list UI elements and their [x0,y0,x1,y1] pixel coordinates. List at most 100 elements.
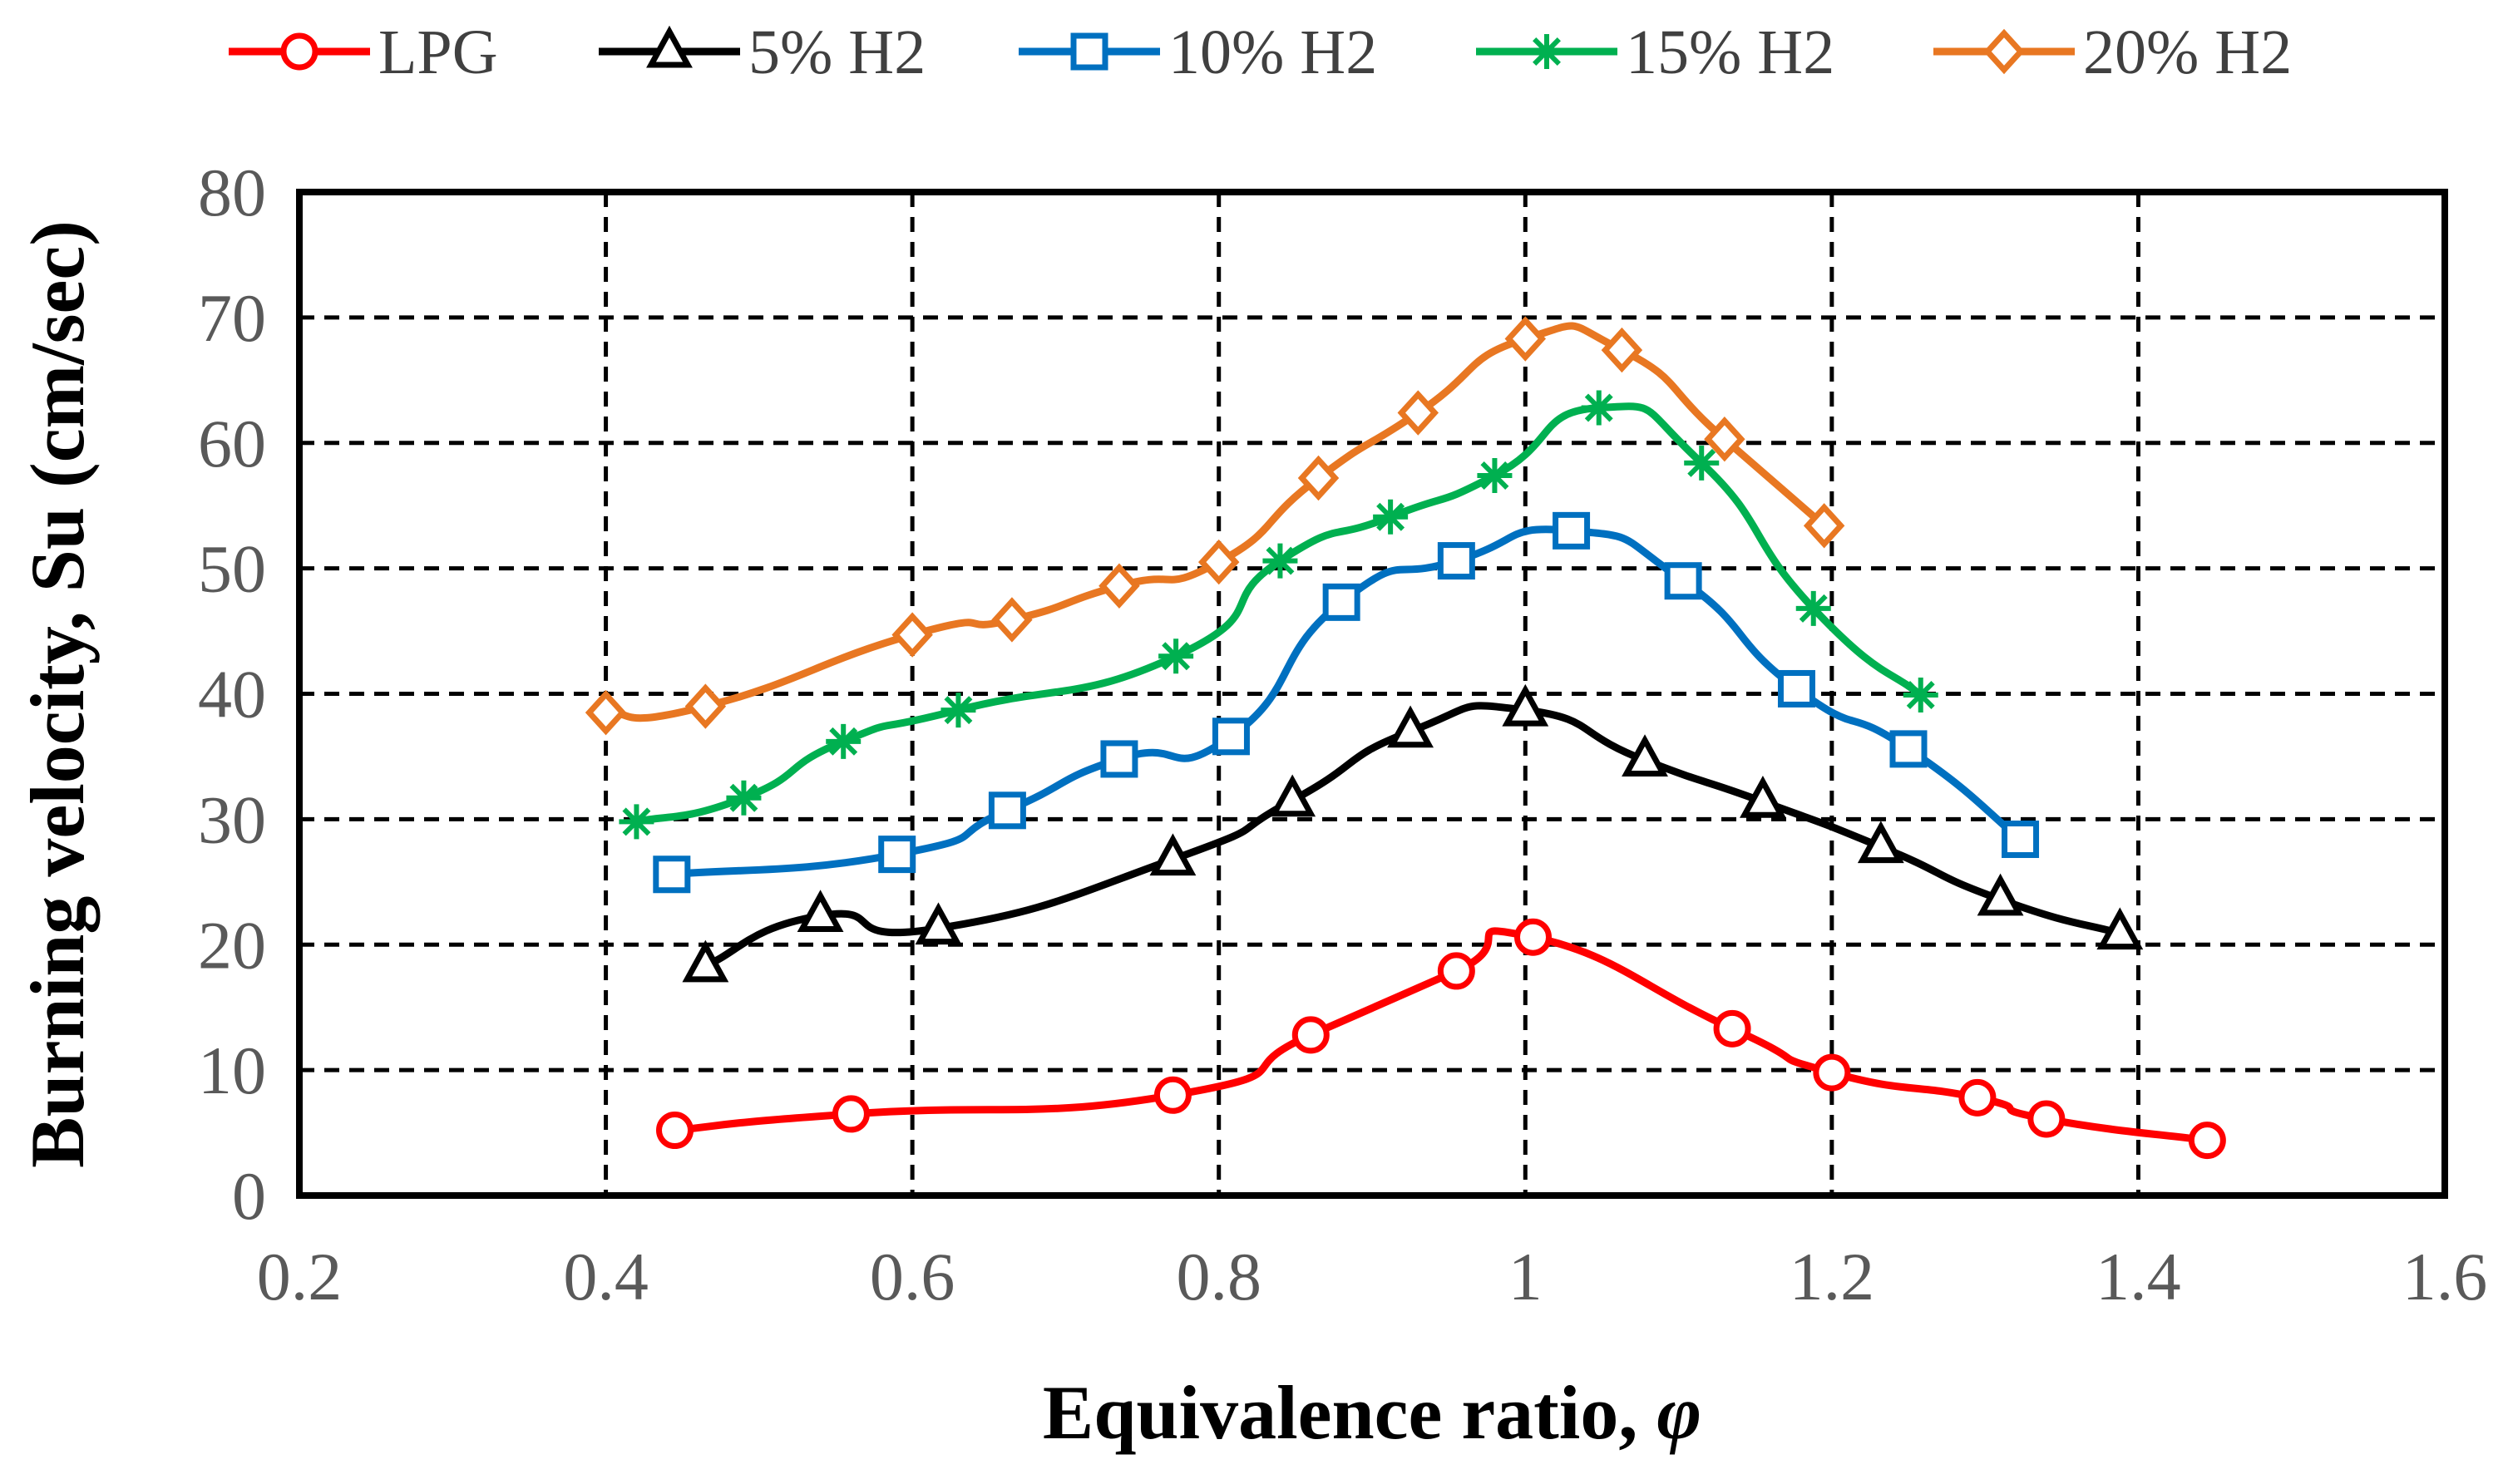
x-tick-label: 0.2 [257,1239,343,1314]
legend-item-5pct-h2: 5% H2 [599,17,926,87]
data-point-5pct-h2 [2096,907,2144,950]
data-point-lpg [1153,1076,1192,1114]
data-point-5pct-h2 [797,890,844,933]
data-point-10pct-h2 [1777,669,1815,707]
legend-swatch-marker [646,25,693,68]
y-tick-label: 30 [198,781,266,857]
data-point-5pct-h2 [1387,705,1434,748]
x-axis-ticks: 0.2 0.4 0.6 0.8 1 1.2 1.4 1.6 [257,1239,2488,1314]
legend-item-20pct-h2: 20% H2 [1933,17,2292,87]
series-line-20pct-h2 [602,322,1829,722]
data-point-10pct-h2 [1100,740,1138,778]
x-tick-label: 0.8 [1176,1239,1261,1314]
data-point-5pct-h2 [1857,821,1904,864]
y-tick-label: 60 [198,406,266,481]
y-tick-label: 10 [198,1033,266,1108]
data-point-15pct-h2 [1158,638,1194,674]
data-point-lpg [2188,1122,2226,1160]
data-point-5pct-h2 [1269,774,1316,817]
y-axis-ticks: 0 10 20 30 40 50 60 70 80 [198,155,266,1234]
legend-swatch-marker [280,32,318,71]
data-point-20pct-h2 [1397,390,1439,436]
data-point-5pct-h2 [1740,775,1786,818]
data-point-20pct-h2 [1601,327,1643,373]
x-tick-label: 1.6 [2402,1239,2488,1314]
legend-label: 15% H2 [1626,17,1834,87]
data-point-10pct-h2 [878,836,916,874]
data-point-lpg [2027,1100,2066,1138]
data-point-10pct-h2 [653,855,691,894]
data-point-15pct-h2 [1903,678,1938,713]
legend-swatch-marker [1529,34,1564,69]
data-point-20pct-h2 [991,597,1033,643]
legend-item-lpg: LPG [229,17,498,87]
data-point-15pct-h2 [1373,499,1409,535]
legend-label: 5% H2 [748,17,926,87]
legend-item-15pct-h2: 15% H2 [1476,17,1834,87]
data-point-10pct-h2 [988,791,1026,830]
data-point-5pct-h2 [1149,833,1197,876]
data-point-20pct-h2 [1803,503,1845,549]
data-point-5pct-h2 [1622,734,1668,777]
data-point-20pct-h2 [585,689,627,736]
data-point-15pct-h2 [1262,543,1298,579]
data-point-15pct-h2 [940,693,976,728]
x-axis-title-text: Equivalence ratio, [1043,1370,1657,1455]
data-point-15pct-h2 [826,723,862,759]
data-point-15pct-h2 [1581,390,1617,426]
data-point-10pct-h2 [1664,562,1702,600]
data-point-20pct-h2 [684,683,727,729]
data-point-15pct-h2 [726,780,762,816]
data-point-15pct-h2 [1684,445,1720,481]
data-point-5pct-h2 [915,902,962,945]
legend: LPG 5% H2 10% H2 15% H2 20% H2 [229,17,2292,87]
data-point-10pct-h2 [1437,542,1475,580]
data-point-20pct-h2 [1098,563,1140,609]
data-point-10pct-h2 [1889,730,1928,768]
x-tick-label: 0.6 [870,1239,955,1314]
x-tick-label: 1 [1508,1239,1543,1314]
data-point-lpg [1958,1078,1997,1117]
data-point-10pct-h2 [1322,583,1360,621]
x-axis-title: Equivalence ratio, φ [1043,1370,1701,1455]
data-point-lpg [656,1112,694,1150]
data-point-lpg [1713,1009,1751,1048]
data-point-10pct-h2 [1553,511,1591,550]
data-point-20pct-h2 [891,612,933,658]
data-point-lpg [1813,1053,1851,1092]
legend-swatch-marker [1070,32,1108,71]
data-point-20pct-h2 [1197,539,1240,585]
x-tick-label: 0.4 [563,1239,649,1314]
plot-area-frame [296,189,2448,1199]
y-tick-label: 70 [198,280,266,356]
series-markers [585,316,2226,1160]
legend-label: LPG [378,17,498,87]
grid-lines [299,192,2445,1196]
legend-label: 10% H2 [1168,17,1377,87]
y-tick-label: 50 [198,531,266,607]
data-point-15pct-h2 [1795,590,1831,626]
data-point-lpg [1291,1016,1330,1054]
x-tick-label: 1.4 [2096,1239,2181,1314]
data-point-10pct-h2 [2002,821,2040,859]
x-axis-title-symbol: φ [1656,1370,1701,1455]
data-point-20pct-h2 [1297,455,1340,501]
data-point-5pct-h2 [682,939,729,983]
data-point-15pct-h2 [619,804,654,840]
y-tick-label: 0 [232,1158,266,1234]
data-point-lpg [832,1095,870,1133]
data-point-lpg [1514,918,1552,956]
y-tick-label: 80 [198,155,266,230]
y-axis-title: Burning velocity, Su (cm/sec) [15,220,100,1168]
y-tick-label: 40 [198,657,266,732]
data-point-15pct-h2 [1477,457,1513,493]
x-tick-label: 1.2 [1790,1239,1875,1314]
legend-swatch-marker [1983,28,2025,75]
data-point-5pct-h2 [1502,683,1549,727]
data-point-5pct-h2 [1977,873,2024,916]
data-point-20pct-h2 [1504,316,1547,362]
data-point-20pct-h2 [1704,417,1745,462]
data-point-lpg [1437,952,1475,990]
